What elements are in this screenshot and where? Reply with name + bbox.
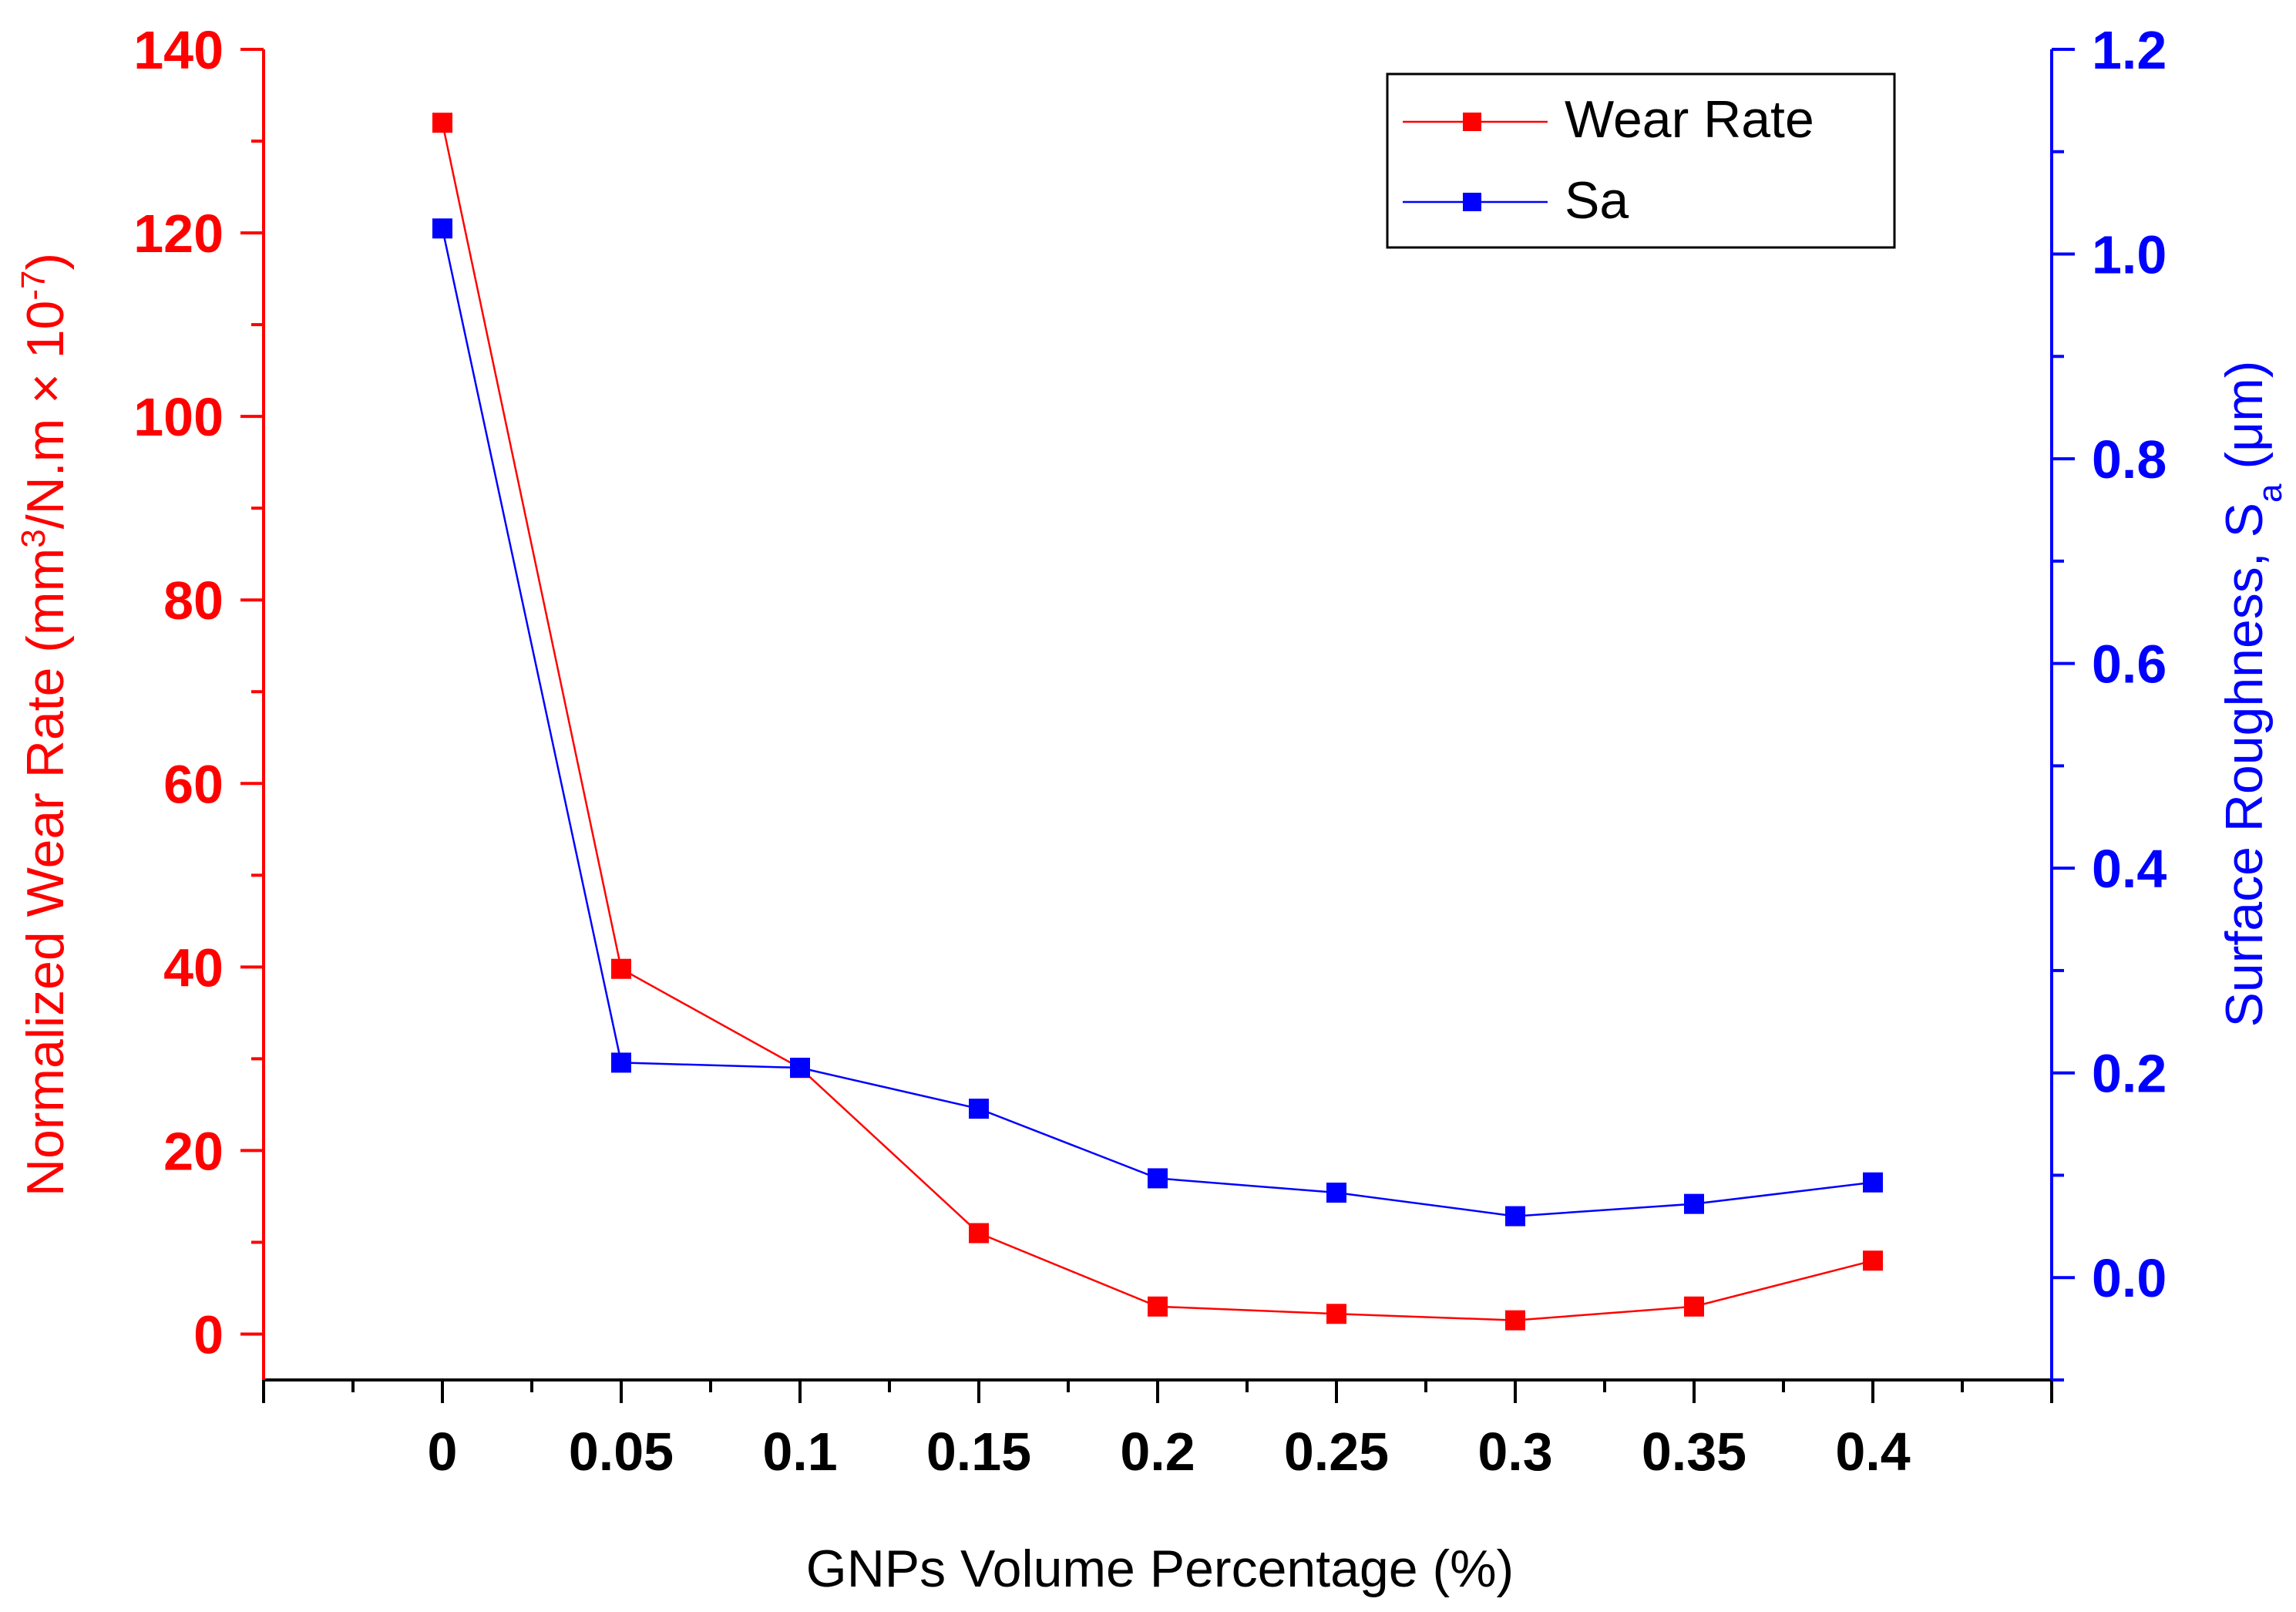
wear-rate-data-point	[432, 113, 452, 133]
wear-rate-data-point	[1863, 1250, 1883, 1271]
left-y-axis-title: Normalized Wear Rate (mm3/N.m × 10-7)	[15, 253, 76, 1196]
sa-data-point	[969, 1099, 989, 1119]
right-y-tick-label: 0.8	[2092, 429, 2167, 490]
left-y-tick-label: 100	[133, 387, 224, 447]
right-y-tick-label: 0.0	[2092, 1248, 2167, 1308]
left-y-tick-label: 140	[133, 20, 224, 80]
x-tick-label: 0.05	[569, 1422, 674, 1482]
left-y-tick-label: 20	[163, 1121, 224, 1181]
sa-data-point	[1505, 1206, 1525, 1227]
sa-data-point	[1148, 1168, 1168, 1189]
sa-data-point	[432, 218, 452, 239]
sa-data-point	[1863, 1172, 1883, 1193]
wear-rate-data-point	[1326, 1304, 1346, 1324]
legend-box	[1386, 72, 1896, 249]
right-y-tick-label: 1.2	[2092, 20, 2167, 80]
x-tick-label: 0.4	[1835, 1422, 1910, 1482]
wear-rate-data-point	[1684, 1296, 1704, 1317]
sa-data-point	[1326, 1183, 1346, 1203]
right-y-axis-title: Surface Roughness, Sa (μm)	[2215, 361, 2289, 1028]
x-tick-label: 0	[428, 1422, 458, 1482]
left-y-tick-label: 40	[163, 937, 224, 998]
sa-data-point	[611, 1052, 631, 1073]
right-y-tick-label: 0.4	[2092, 839, 2167, 899]
x-tick-label: 0.25	[1284, 1422, 1389, 1482]
wear-rate-data-point	[1505, 1310, 1525, 1331]
legend-sa-label: Sa	[1565, 171, 1629, 230]
axes: 0 0.05 0.1 0.15 0.2 0.25 0.3 0.35 0.4 0 20 40 60 80 10…	[133, 20, 2167, 1482]
x-tick-label: 0.15	[926, 1422, 1031, 1482]
wear-rate-data-point	[969, 1223, 989, 1243]
sa-data-point	[1684, 1193, 1704, 1214]
x-axis-title: GNPs Volume Percentage (%)	[806, 1540, 1514, 1598]
x-tick-label: 0.2	[1120, 1422, 1195, 1482]
x-tick-label: 0.1	[762, 1422, 837, 1482]
wear-rate-data-point	[611, 958, 631, 979]
series	[432, 113, 1883, 1331]
right-y-tick-label: 0.2	[2092, 1044, 2167, 1104]
x-tick-label: 0.35	[1642, 1422, 1746, 1482]
x-tick-label: 0.3	[1477, 1422, 1552, 1482]
sa-data-point	[790, 1058, 810, 1079]
wear-rate-data-point	[1148, 1296, 1168, 1317]
legend-wear-rate-marker	[1463, 113, 1481, 131]
right-y-tick-label: 0.6	[2092, 634, 2167, 695]
left-y-tick-label: 60	[163, 754, 224, 814]
left-y-tick-label: 0	[193, 1304, 224, 1365]
right-y-tick-label: 1.0	[2092, 225, 2167, 285]
legend: Wear Rate Sa	[1386, 72, 1896, 249]
left-y-tick-label: 120	[133, 204, 224, 264]
legend-wear-rate-label: Wear Rate	[1565, 90, 1814, 149]
left-y-tick-label: 80	[163, 570, 224, 631]
legend-sa-marker	[1463, 193, 1481, 211]
